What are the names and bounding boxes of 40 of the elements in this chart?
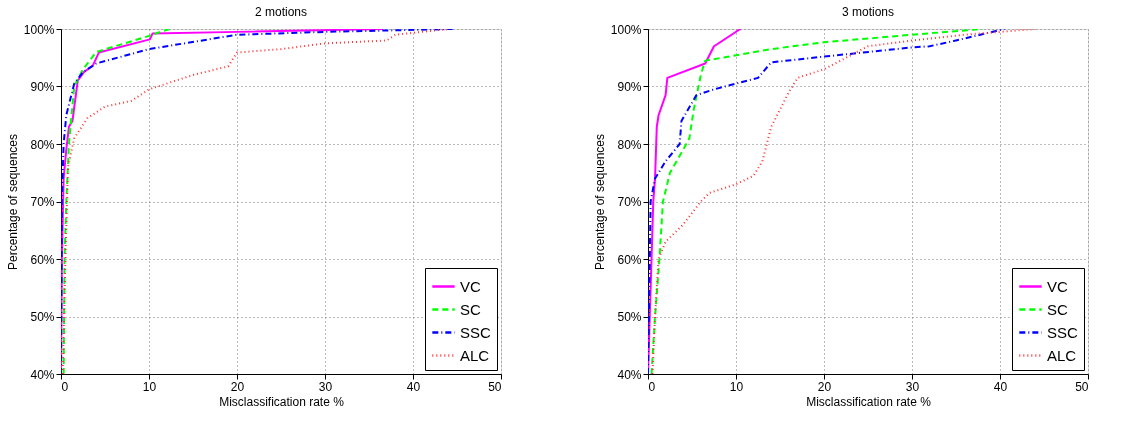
- chart-title: 2 motions: [254, 5, 308, 19]
- y-tick-label: 90%: [617, 80, 642, 94]
- x-tick-label: 40: [993, 379, 1008, 394]
- x-tick-label: 20: [817, 379, 832, 394]
- legend-label: ALC: [460, 346, 490, 364]
- chart-title: 3 motions: [841, 5, 895, 19]
- y-tick-label: 60%: [30, 252, 55, 267]
- x-tick-label: 50: [1075, 379, 1089, 394]
- y-tick-label: 70%: [30, 195, 55, 209]
- legend-label: SSC: [460, 323, 492, 341]
- x-axis-title: Misclassification rate %: [806, 394, 932, 409]
- y-tick-label: 50%: [30, 310, 55, 324]
- x-tick-label: 0: [648, 379, 656, 394]
- y-tick-label: 70%: [617, 195, 642, 209]
- legend-label: SSC: [1047, 323, 1079, 341]
- x-tick-label: 20: [230, 379, 245, 394]
- legend-label: ALC: [1047, 346, 1077, 364]
- y-tick-label: 90%: [30, 80, 55, 94]
- y-tick-label: 100%: [23, 22, 55, 37]
- y-axis-title: Percentage of sequences: [592, 133, 607, 271]
- x-tick-label: 0: [61, 379, 69, 394]
- x-tick-label: 10: [142, 379, 157, 394]
- x-tick-label: 30: [318, 379, 333, 394]
- y-axis-title: Percentage of sequences: [5, 133, 20, 271]
- x-tick-label: 30: [905, 379, 920, 394]
- legend-label: VC: [460, 277, 481, 295]
- y-tick-label: 40%: [617, 367, 642, 382]
- x-tick-label: 40: [406, 379, 421, 394]
- x-tick-label: 10: [729, 379, 744, 394]
- y-tick-label: 80%: [617, 137, 642, 152]
- y-tick-label: 100%: [610, 22, 642, 37]
- x-axis-title: Misclassification rate %: [219, 394, 345, 409]
- y-tick-label: 80%: [30, 137, 55, 152]
- legend-label: VC: [1047, 277, 1068, 295]
- legend-label: SC: [460, 300, 481, 318]
- x-tick-label: 50: [488, 379, 502, 394]
- y-tick-label: 50%: [617, 310, 642, 324]
- legend-label: SC: [1047, 300, 1068, 318]
- y-tick-label: 60%: [617, 252, 642, 267]
- y-tick-label: 40%: [30, 367, 55, 382]
